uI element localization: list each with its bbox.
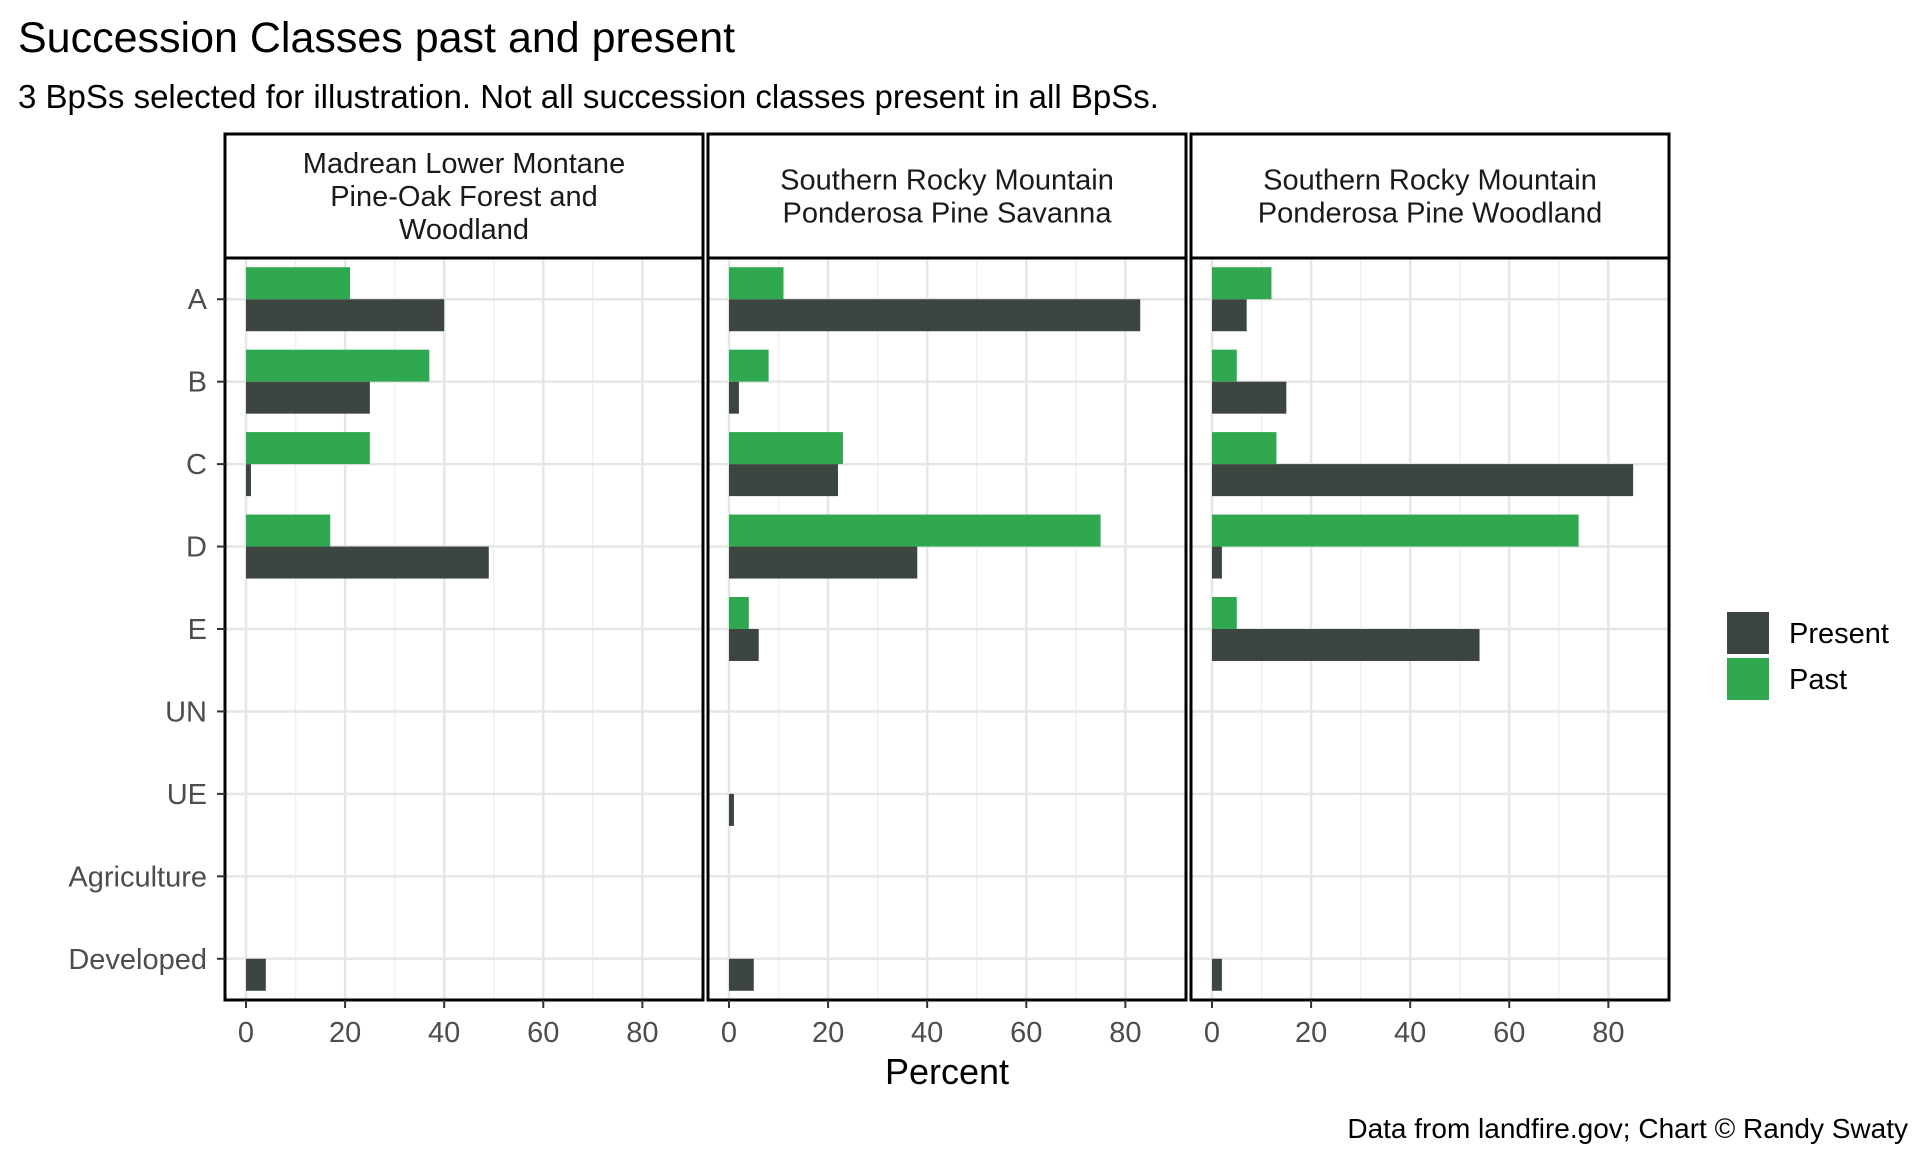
panel-border (1189, 256, 1671, 1002)
bar-past-a (1212, 267, 1272, 300)
x-tick-label: 80 (1109, 1017, 1141, 1049)
bar-present-e (1212, 629, 1480, 661)
bar-present-d (729, 546, 918, 579)
bar-present-c (729, 464, 838, 497)
x-tick-label: 60 (1010, 1017, 1042, 1049)
bar-present-b (1212, 381, 1287, 414)
bar-present-c (1212, 464, 1634, 497)
bar-past-c (729, 432, 843, 465)
bar-present-developed (1212, 958, 1222, 991)
bar-present-c (246, 464, 251, 497)
bar-present-d (246, 546, 489, 579)
y-tick-label: D (186, 532, 207, 564)
facet-strip-label: Ponderosa Pine Woodland (1258, 198, 1603, 230)
bar-past-c (246, 432, 370, 465)
bar-past-c (1212, 432, 1277, 465)
bar-past-d (246, 514, 331, 547)
x-tick-label: 60 (1493, 1017, 1525, 1049)
bar-past-d (729, 514, 1101, 547)
chart-caption: Data from landfire.gov; Chart © Randy Sw… (1347, 1113, 1908, 1144)
x-tick-label: 0 (238, 1017, 254, 1049)
x-tick-label: 20 (1295, 1017, 1327, 1049)
chart-title: Succession Classes past and present (18, 14, 735, 62)
bar-present-e (729, 629, 759, 661)
y-tick-label: E (188, 614, 207, 646)
legend-key-present (1727, 612, 1769, 654)
facet-strip-label: Woodland (399, 214, 529, 246)
bar-present-a (1212, 299, 1247, 332)
x-tick-label: 40 (428, 1017, 460, 1049)
legend-label-past: Past (1789, 664, 1847, 696)
bar-present-b (246, 381, 370, 414)
x-tick-label: 40 (1394, 1017, 1426, 1049)
x-tick-label: 40 (911, 1017, 943, 1049)
legend: Present Past (1727, 612, 1889, 700)
y-tick-label: B (188, 367, 207, 399)
y-tick-label: C (186, 449, 207, 481)
facet-strip-label: Southern Rocky Mountain (1263, 165, 1597, 197)
bar-present-developed (246, 958, 266, 991)
x-tick-label: 20 (329, 1017, 361, 1049)
legend-key-past (1727, 658, 1769, 700)
y-tick-label: Agriculture (68, 861, 207, 893)
bar-present-a (246, 299, 445, 332)
bar-present-a (729, 299, 1141, 332)
x-tick-label: 20 (812, 1017, 844, 1049)
facet-strip-label: Pine-Oak Forest and (330, 181, 598, 213)
facet-strip-label: Southern Rocky Mountain (780, 165, 1114, 197)
bar-past-d (1212, 514, 1579, 547)
x-tick-label: 0 (1204, 1017, 1220, 1049)
x-tick-label: 80 (626, 1017, 658, 1049)
y-tick-label: UE (167, 779, 207, 811)
x-axis-label: Percent (885, 1051, 1009, 1092)
bar-past-b (729, 349, 769, 382)
bar-present-b (729, 381, 739, 414)
legend-label-present: Present (1789, 618, 1889, 650)
y-tick-label: A (188, 284, 208, 316)
y-tick-label: UN (165, 696, 207, 728)
bar-present-ue (729, 793, 734, 826)
x-tick-label: 80 (1592, 1017, 1624, 1049)
facet-strip (1189, 132, 1671, 260)
facet-strip (706, 132, 1188, 260)
bar-past-e (1212, 597, 1237, 629)
chart-subtitle: 3 BpSs selected for illustration. Not al… (18, 78, 1159, 115)
bar-present-developed (729, 958, 754, 991)
facet-strip-label: Ponderosa Pine Savanna (783, 198, 1113, 230)
bar-past-b (246, 349, 430, 382)
bar-past-b (1212, 349, 1237, 382)
x-tick-label: 60 (527, 1017, 559, 1049)
bar-past-a (729, 267, 784, 300)
bar-past-e (729, 597, 749, 629)
x-tick-label: 0 (721, 1017, 737, 1049)
y-tick-label: Developed (68, 944, 207, 976)
panel-border (706, 256, 1188, 1002)
y-axis: A B C D E UN UE Agriculture Developed (68, 284, 225, 976)
bar-past-a (246, 267, 351, 300)
facet-strip-label: Madrean Lower Montane (303, 148, 625, 180)
facet-strip (223, 132, 705, 260)
bar-present-d (1212, 546, 1222, 579)
